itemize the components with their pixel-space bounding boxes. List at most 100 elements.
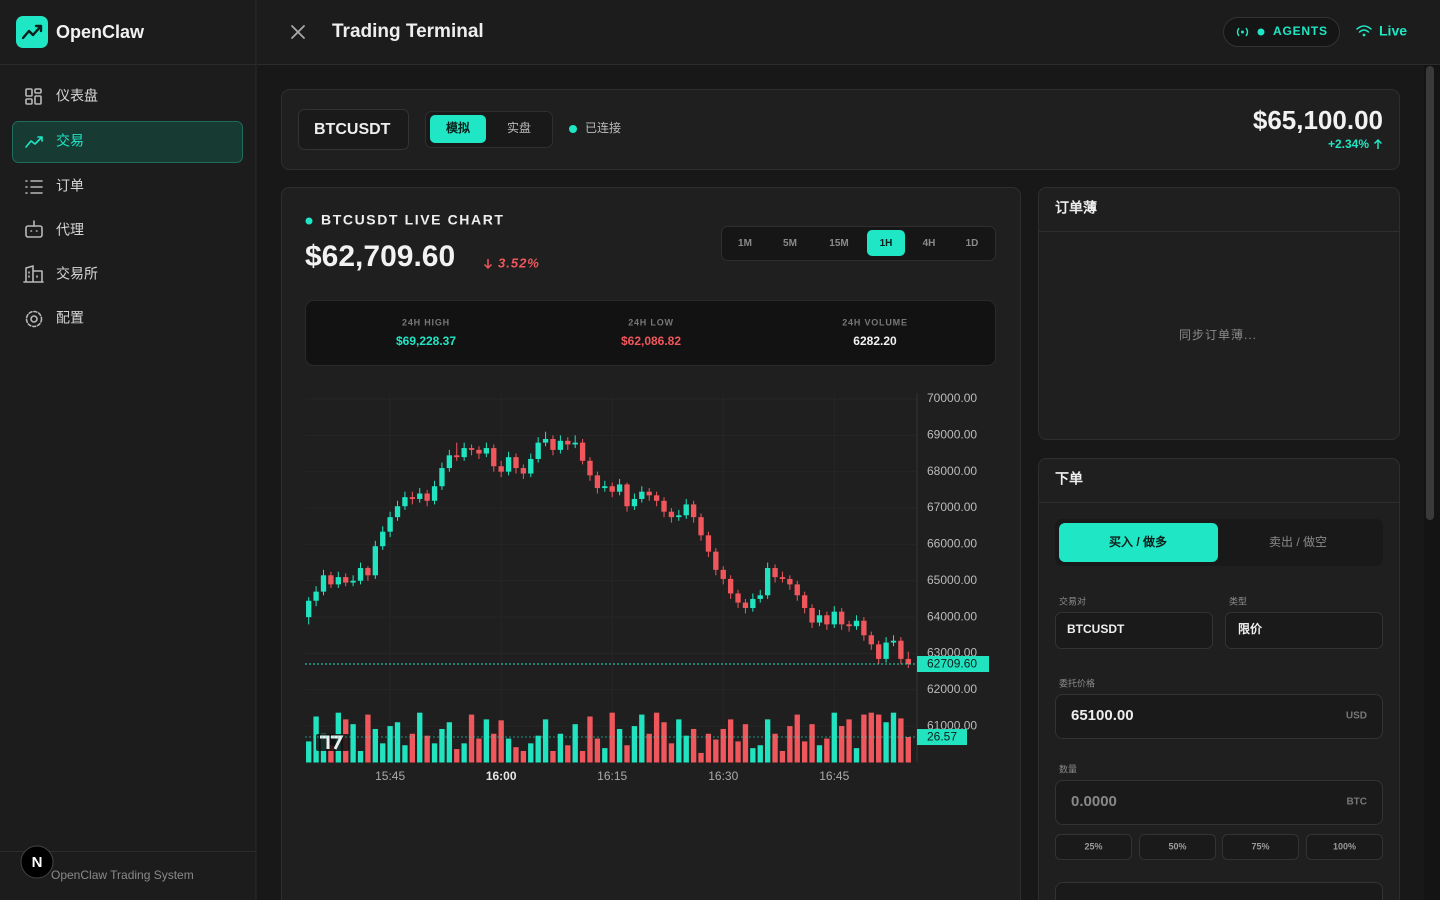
volume-bar <box>824 738 830 763</box>
ticker-change: +2.34% <box>1328 137 1369 151</box>
percent-label[interactable]: 75% <box>1251 841 1269 851</box>
nav-active-bg[interactable] <box>12 121 243 163</box>
orderbook-placeholder: 同步订单薄... <box>1179 327 1257 342</box>
nav-item[interactable]: 代理 <box>56 222 84 238</box>
x-tick-label: 16:00 <box>486 769 517 783</box>
percent-button[interactable] <box>1055 834 1132 860</box>
volume-bar <box>624 745 630 763</box>
y-tick-label: 67000.00 <box>927 500 977 514</box>
close-button[interactable] <box>291 25 305 39</box>
agents-icon <box>1241 30 1244 34</box>
candle-body <box>461 448 467 458</box>
candle-body <box>801 595 808 609</box>
nav-icon <box>23 265 44 283</box>
chart-title: BTCUSDT LIVE CHART <box>321 212 505 228</box>
mode-option[interactable]: 实盘 <box>507 120 531 135</box>
volume-bar <box>535 735 541 763</box>
nav-icon <box>25 220 43 238</box>
percent-label[interactable]: 25% <box>1084 841 1102 851</box>
volume-bar <box>883 722 889 763</box>
candle-body <box>594 475 601 489</box>
live-label: Live <box>1379 23 1407 39</box>
candle-body <box>483 448 490 454</box>
y-tick-label: 64000.00 <box>927 609 977 623</box>
pair-field[interactable] <box>1055 612 1213 649</box>
volume-bar <box>357 751 364 763</box>
candle-body <box>409 497 416 499</box>
mode-option[interactable]: 模拟 <box>446 120 470 135</box>
qty-field[interactable] <box>1055 780 1383 825</box>
x-tick-label: 16:45 <box>819 769 849 783</box>
percent-button[interactable] <box>1139 834 1216 860</box>
nav-item[interactable]: 仪表盘 <box>56 88 98 104</box>
price-field[interactable] <box>1055 694 1383 739</box>
volume-bar <box>831 712 837 763</box>
next-field <box>1055 882 1383 900</box>
type-field[interactable] <box>1225 612 1383 649</box>
agents-icon <box>1236 27 1249 37</box>
candle-body <box>772 568 778 578</box>
percent-button[interactable] <box>1306 834 1383 860</box>
volume-bar <box>424 735 430 763</box>
candle-body <box>668 511 675 518</box>
percent-label[interactable]: 100% <box>1333 841 1356 851</box>
interval[interactable]: 1D <box>966 238 979 249</box>
interval[interactable]: 5M <box>783 238 797 249</box>
nav-item[interactable]: 交易 <box>56 133 84 149</box>
last-price-tag <box>917 656 989 673</box>
volume-bar <box>365 714 371 763</box>
percent-label[interactable]: 50% <box>1168 841 1186 851</box>
interval[interactable]: 1H <box>880 238 893 249</box>
volume-bar <box>868 712 874 763</box>
candle-body <box>505 457 512 472</box>
candle-body <box>816 615 823 623</box>
chart-card <box>281 187 1021 900</box>
volume-bar <box>876 714 882 763</box>
nav-icon <box>25 180 43 194</box>
buy-tab[interactable] <box>1059 523 1218 562</box>
candle-body <box>387 517 393 532</box>
sell-label[interactable]: 卖出 / 做空 <box>1269 534 1327 549</box>
nav-item[interactable]: 配置 <box>56 310 84 326</box>
live-icon <box>1362 33 1366 37</box>
pair-value: BTCUSDT <box>1067 622 1125 636</box>
orderbook-card <box>1038 187 1400 440</box>
candle-body <box>676 515 682 518</box>
candle-body <box>661 500 667 512</box>
price-unit: USD <box>1346 711 1367 722</box>
buy-label[interactable]: 买入 / 做多 <box>1109 534 1167 549</box>
candle-body <box>631 498 638 507</box>
scrollbar-thumb[interactable] <box>1426 66 1434 520</box>
volume-bar <box>690 728 697 763</box>
status-dot <box>569 125 577 133</box>
symbol-box[interactable] <box>298 109 409 150</box>
candle-body <box>535 442 541 459</box>
stat-value: $69,228.37 <box>396 334 456 348</box>
nav-item[interactable]: 订单 <box>56 178 84 194</box>
candle-body <box>357 568 364 581</box>
dev-badge[interactable] <box>20 845 54 879</box>
nav-item[interactable]: 交易所 <box>56 266 98 282</box>
stat-label: 24H HIGH <box>402 317 450 327</box>
candle-body <box>446 455 453 469</box>
candle-body <box>868 635 874 645</box>
mode-active[interactable] <box>430 115 486 143</box>
volume-bar <box>794 714 800 763</box>
interval[interactable]: 15M <box>829 238 848 249</box>
candle-body <box>883 642 889 659</box>
volume-bar <box>550 751 556 763</box>
percent-button[interactable] <box>1222 834 1299 860</box>
candle-body <box>809 608 815 623</box>
status: 已连接 <box>585 120 621 135</box>
volume-bar <box>439 728 445 763</box>
stat-value: 6282.20 <box>853 334 897 348</box>
interval[interactable]: 4H <box>923 238 936 249</box>
candle-body <box>609 486 615 492</box>
interval[interactable]: 1M <box>738 238 752 249</box>
interval-active[interactable] <box>867 230 905 256</box>
candle-body <box>905 658 911 665</box>
volume-bar <box>720 728 726 763</box>
volume-bar <box>387 726 393 763</box>
volume-bar <box>498 720 504 763</box>
agents-pill[interactable] <box>1223 17 1340 47</box>
